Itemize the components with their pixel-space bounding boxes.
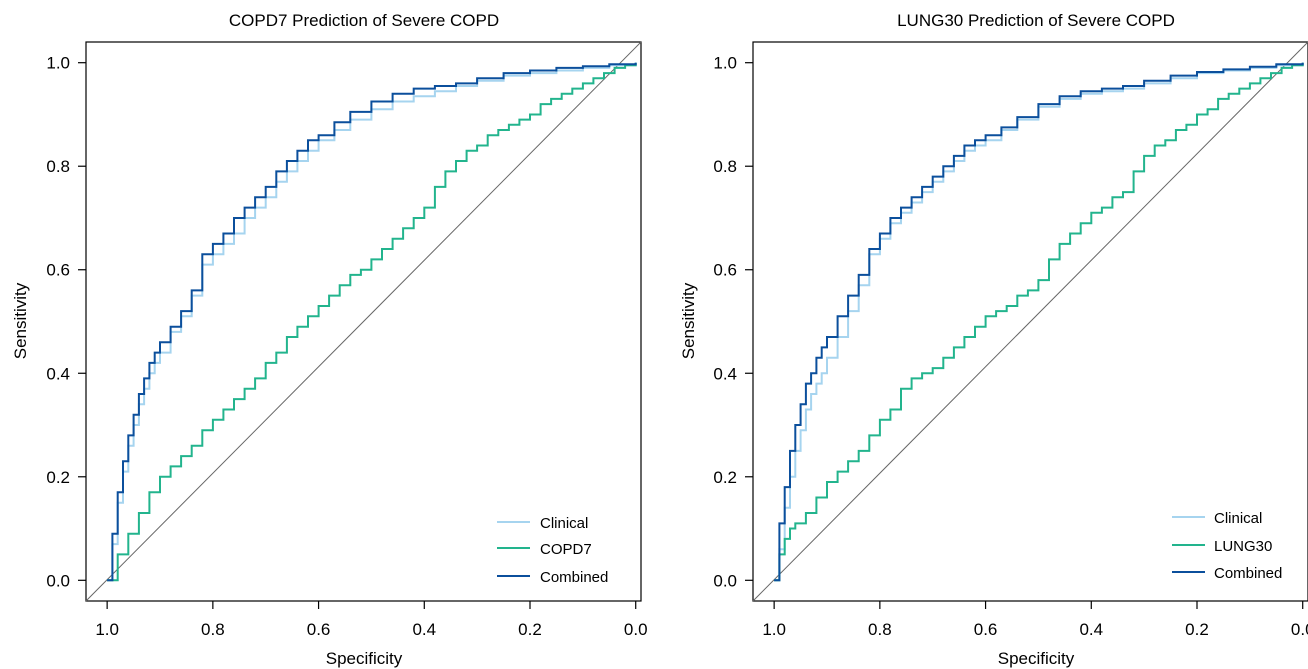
x-tick-label: 0.8: [201, 620, 225, 639]
y-tick-label: 1.0: [713, 54, 737, 73]
y-tick-label: 0.2: [713, 468, 737, 487]
y-tick-label: 1.0: [46, 54, 70, 73]
x-tick-label: 0.6: [974, 620, 998, 639]
plot-frame: [752, 41, 1308, 602]
x-tick-label: 1.0: [762, 620, 786, 639]
y-axis-label: Sensitivity: [679, 282, 698, 359]
x-tick-label: 0.2: [518, 620, 542, 639]
x-axis-label: Specificity: [998, 649, 1075, 668]
plot-frame: [85, 41, 642, 602]
roc-chart-copd7: 1.0 0.8 0.6 0.4 0.2 0.0 0.0 0.2 0.4 0.6 0.8 1.0 COPD…: [11, 11, 648, 668]
x-tick-label: 0.0: [1291, 620, 1308, 639]
x-axis-label: Specificity: [326, 649, 403, 668]
roc-line-copd7: [107, 62, 637, 582]
y-tick-label: 0.4: [713, 364, 737, 383]
x-tick-label: 0.4: [1079, 620, 1103, 639]
x-tick-label: 1.0: [95, 620, 119, 639]
legend-label-clinical: Clinical: [1214, 510, 1262, 527]
x-tick-label: 0.4: [412, 620, 436, 639]
y-tick-label: 0.6: [713, 261, 737, 280]
x-tick-label: 0.0: [624, 620, 648, 639]
y-tick-label: 0.4: [46, 364, 70, 383]
roc-line-clinical: [774, 62, 1304, 582]
x-tick-label: 0.8: [868, 620, 892, 639]
chart-title: COPD7 Prediction of Severe COPD: [229, 11, 499, 30]
reference-diagonal-line: [85, 41, 642, 602]
legend-label-combined: Combined: [540, 569, 608, 586]
roc-line-combined: [774, 62, 1304, 582]
y-tick-label: 0.0: [46, 571, 70, 590]
x-tick-label: 0.6: [307, 620, 331, 639]
reference-diagonal-line: [752, 41, 1308, 602]
legend-label-copd7: COPD7: [540, 541, 592, 558]
y-tick-label: 0.6: [46, 261, 70, 280]
y-tick-label: 0.8: [46, 157, 70, 176]
y-tick-label: 0.2: [46, 468, 70, 487]
roc-line-combined: [107, 62, 637, 582]
roc-line-clinical: [107, 62, 637, 582]
legend-label-lung30: LUNG30: [1214, 538, 1272, 555]
x-tick-label: 0.2: [1185, 620, 1209, 639]
y-tick-label: 0.0: [713, 571, 737, 590]
y-tick-label: 0.8: [713, 157, 737, 176]
chart-title: LUNG30 Prediction of Severe COPD: [897, 11, 1175, 30]
legend-label-combined: Combined: [1214, 565, 1282, 582]
legend-label-clinical: Clinical: [540, 515, 588, 532]
roc-line-lung30: [774, 62, 1304, 582]
y-axis-label: Sensitivity: [11, 282, 30, 359]
roc-chart-lung30: 1.0 0.8 0.6 0.4 0.2 0.0 0.0 0.2 0.4 0.6 0.8 1.0 LUNG…: [679, 11, 1308, 668]
